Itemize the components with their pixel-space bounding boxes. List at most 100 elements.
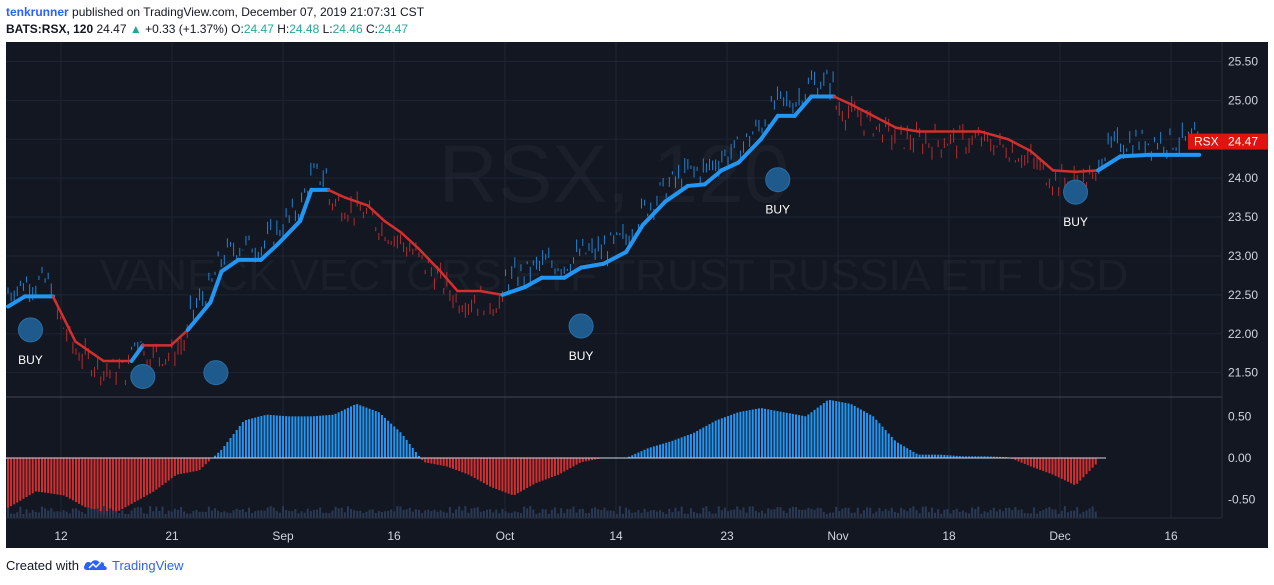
publish-line: tenkrunner published on TradingView.com,… <box>6 4 424 21</box>
time-tick-label: Dec <box>1049 529 1070 543</box>
trend-segment <box>1029 149 1055 172</box>
trend-segment <box>579 261 606 270</box>
trend-segment <box>169 328 190 347</box>
price-axis-bg <box>1222 42 1268 548</box>
chart-header: tenkrunner published on TradingView.com,… <box>6 4 424 38</box>
trend-segment <box>6 294 27 309</box>
trend-segment <box>719 160 741 173</box>
trend-segment <box>275 218 303 247</box>
author-link[interactable]: tenkrunner <box>6 5 69 19</box>
trend-segment <box>978 130 1010 141</box>
trend-segment <box>298 187 314 223</box>
trend-segment <box>208 269 224 305</box>
change-arrow-icon: ▲ <box>129 22 142 36</box>
chart-area[interactable]: RSX, 120 VANECK VECTORS ETF TRUST RUSSIA … <box>6 42 1268 548</box>
trend-segment <box>258 242 280 262</box>
trend-segment <box>478 289 504 297</box>
trend-segment <box>685 182 707 188</box>
high-value: 24.48 <box>289 22 320 36</box>
last-price: 24.47 <box>96 22 127 36</box>
time-tick-label: 16 <box>1164 529 1178 543</box>
price-tick-label: 22.50 <box>1228 288 1258 302</box>
trend-segment <box>383 219 403 234</box>
trend-segment <box>663 183 690 204</box>
time-tick-label: 18 <box>942 529 956 543</box>
trend-segment <box>1118 152 1151 159</box>
time-tick-label: Oct <box>496 529 515 543</box>
open-label: O: <box>231 22 244 36</box>
trend-segment <box>1006 138 1032 153</box>
buy-signal-label: BUY <box>18 353 43 367</box>
buy-signal-marker <box>17 317 43 343</box>
histogram-pane <box>6 399 1106 518</box>
buy-signal-label: BUY <box>1063 215 1088 229</box>
close-value: 24.47 <box>377 22 409 36</box>
low-label: L: <box>322 22 333 36</box>
price-tick-label: 23.50 <box>1228 210 1258 224</box>
price-tag-symbol: RSX <box>1194 135 1219 149</box>
trend-segment <box>500 285 527 297</box>
tradingview-brand-link[interactable]: TradingView <box>112 558 184 573</box>
trend-segment <box>219 257 241 274</box>
time-tick-label: Sep <box>272 529 294 543</box>
trend-segment <box>327 188 347 199</box>
trend-line <box>6 94 1202 363</box>
price-tick-label: 22.00 <box>1228 327 1258 341</box>
high-label: H: <box>277 22 290 36</box>
trend-segment <box>640 199 668 227</box>
trend-segment <box>439 270 459 293</box>
open-value: 24.47 <box>243 22 274 36</box>
buy-signal-label: BUY <box>569 349 594 363</box>
watermark-symbol: RSX, 120 <box>439 129 790 220</box>
trend-segment <box>894 126 920 133</box>
histogram-tick-label: 0.00 <box>1228 451 1252 465</box>
trend-segment <box>416 246 442 273</box>
trend-segment <box>736 137 763 165</box>
time-axis[interactable]: 12 21 Sep 16 Oct 14 23 Nov 18 Dec 16 <box>6 517 1222 543</box>
price-tag-value: 24.47 <box>1228 135 1258 149</box>
time-tick-label: 16 <box>387 529 401 543</box>
created-with-label: Created with <box>6 558 79 573</box>
price-tick-label: 21.50 <box>1228 366 1258 380</box>
trend-segment <box>872 114 897 129</box>
price-axis[interactable]: 25.5025.0024.5024.0023.5023.0022.5022.00… <box>1188 42 1268 548</box>
buy-signals: BUY BUY BUY BUY <box>17 167 1089 390</box>
trend-segment <box>129 343 145 363</box>
trend-segment <box>562 265 584 280</box>
buy-signal-marker <box>130 364 156 390</box>
price-tick-label: 24.00 <box>1228 171 1258 185</box>
trend-segment <box>758 113 780 142</box>
trend-segment <box>702 168 724 187</box>
close-label: C: <box>365 22 378 36</box>
histogram-tick-label: -0.50 <box>1228 493 1256 507</box>
price-tick-label: 23.00 <box>1228 249 1258 263</box>
trend-segment <box>343 196 369 207</box>
buy-signal-marker <box>568 313 594 339</box>
time-tick-label: 21 <box>165 529 179 543</box>
buy-signal-label: BUY <box>765 203 790 217</box>
ohlc-line: BATS:RSX, 120 24.47 ▲ +0.33 (+1.37%) O:2… <box>6 21 424 38</box>
price-tag-bg <box>1188 133 1268 150</box>
buy-signal-marker <box>203 360 229 386</box>
trend-segment <box>624 222 645 255</box>
time-tick-label: 23 <box>720 529 734 543</box>
trend-segment <box>832 95 853 106</box>
trend-segment <box>51 295 77 343</box>
buy-signal-marker <box>1063 179 1089 205</box>
trend-segment <box>400 231 420 250</box>
trend-segment <box>1074 169 1100 174</box>
trend-segment <box>1051 169 1077 174</box>
histogram-tick-label: 0.50 <box>1228 409 1252 423</box>
trend-segment <box>185 300 213 332</box>
trend-segment <box>849 102 875 118</box>
trend-segment <box>601 250 629 266</box>
publish-info: published on TradingView.com, December 0… <box>68 5 425 19</box>
trend-segment <box>792 94 814 118</box>
trend-segment <box>74 340 105 363</box>
time-tick-label: 14 <box>609 529 623 543</box>
trend-segment <box>366 204 386 223</box>
trend-segment <box>1096 154 1123 173</box>
symbol-label[interactable]: BATS:RSX, 120 <box>6 22 94 36</box>
price-tick-label: 25.00 <box>1228 93 1258 107</box>
